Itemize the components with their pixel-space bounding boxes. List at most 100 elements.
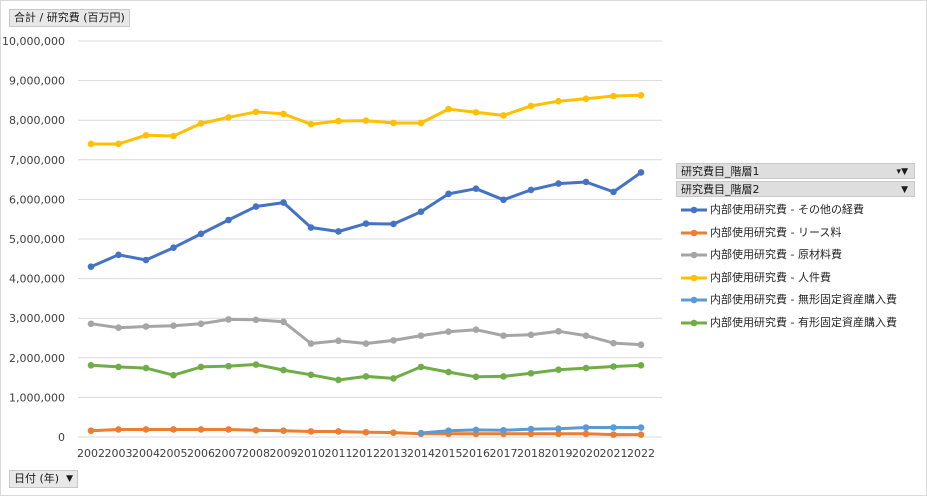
data-point[interactable] — [362, 117, 370, 124]
data-point[interactable] — [280, 110, 287, 118]
data-point[interactable] — [555, 327, 562, 335]
data-point[interactable] — [472, 185, 480, 193]
data-point[interactable] — [610, 363, 617, 370]
data-point[interactable] — [390, 429, 397, 436]
data-point[interactable] — [362, 220, 370, 227]
data-point[interactable] — [555, 425, 562, 432]
data-point[interactable] — [527, 102, 535, 110]
data-point[interactable] — [610, 92, 617, 100]
data-point[interactable] — [197, 363, 205, 371]
dropdown-arrow-icon[interactable]: ▼ — [901, 185, 908, 195]
data-point[interactable] — [390, 337, 397, 344]
data-point[interactable] — [445, 105, 452, 113]
axis-field-button[interactable]: 日付 (年) ▼ — [9, 470, 79, 488]
data-point[interactable] — [280, 366, 287, 374]
data-point[interactable] — [307, 371, 315, 379]
data-point[interactable] — [307, 428, 315, 435]
data-point[interactable] — [170, 322, 177, 330]
data-point[interactable] — [197, 426, 205, 433]
data-point[interactable] — [142, 364, 150, 372]
data-point[interactable] — [170, 244, 177, 252]
data-point[interactable] — [307, 120, 315, 128]
data-point[interactable] — [87, 140, 95, 148]
data-point[interactable] — [500, 196, 507, 204]
data-point[interactable] — [280, 427, 287, 434]
data-point[interactable] — [87, 263, 95, 271]
data-point[interactable] — [170, 426, 177, 433]
data-point[interactable] — [472, 426, 480, 434]
data-point[interactable] — [225, 216, 232, 224]
data-point[interactable] — [115, 324, 122, 332]
data-point[interactable] — [87, 362, 95, 369]
data-point[interactable] — [252, 426, 260, 434]
data-point[interactable] — [335, 228, 342, 235]
data-point[interactable] — [527, 425, 535, 433]
data-point[interactable] — [252, 108, 260, 116]
data-point[interactable] — [582, 178, 590, 186]
data-point[interactable] — [252, 203, 260, 210]
data-point[interactable] — [115, 363, 122, 371]
data-point[interactable] — [335, 117, 342, 125]
data-point[interactable] — [582, 95, 590, 103]
data-point[interactable] — [252, 361, 260, 368]
data-point[interactable] — [637, 341, 645, 349]
data-point[interactable] — [307, 340, 315, 347]
data-point[interactable] — [197, 120, 205, 127]
dropdown-arrow-icon[interactable]: ▼ — [66, 474, 74, 484]
data-point[interactable] — [307, 224, 315, 231]
data-point[interactable] — [555, 97, 562, 105]
data-point[interactable] — [472, 373, 480, 381]
data-point[interactable] — [417, 363, 425, 371]
data-point[interactable] — [362, 373, 370, 380]
data-point[interactable] — [335, 337, 342, 345]
data-point[interactable] — [445, 368, 452, 376]
data-point[interactable] — [115, 251, 122, 259]
data-point[interactable] — [335, 376, 342, 384]
data-point[interactable] — [417, 429, 425, 437]
data-point[interactable] — [142, 323, 150, 330]
data-point[interactable] — [582, 424, 590, 431]
legend-field-1-button[interactable]: 研究費目_階層1 ▾▼ — [676, 163, 915, 179]
data-point[interactable] — [252, 316, 260, 324]
data-point[interactable] — [225, 114, 232, 121]
data-point[interactable] — [445, 190, 452, 198]
data-point[interactable] — [142, 131, 150, 139]
data-point[interactable] — [417, 208, 425, 215]
data-point[interactable] — [225, 362, 232, 370]
data-point[interactable] — [390, 220, 397, 228]
data-point[interactable] — [170, 132, 177, 140]
data-point[interactable] — [637, 431, 645, 438]
data-point[interactable] — [582, 364, 590, 372]
data-point[interactable] — [637, 362, 645, 369]
data-point[interactable] — [362, 340, 370, 347]
legend-field-2-button[interactable]: 研究費目_階層2 ▼ — [676, 181, 915, 197]
data-point[interactable] — [390, 119, 397, 127]
data-point[interactable] — [472, 108, 480, 116]
data-point[interactable] — [500, 332, 507, 339]
data-point[interactable] — [610, 339, 617, 347]
data-point[interactable] — [280, 199, 287, 206]
data-point[interactable] — [500, 373, 507, 380]
data-point[interactable] — [142, 256, 150, 264]
data-point[interactable] — [445, 427, 452, 434]
data-point[interactable] — [555, 180, 562, 187]
data-point[interactable] — [527, 331, 535, 339]
data-point[interactable] — [115, 140, 122, 148]
data-point[interactable] — [555, 366, 562, 373]
data-point[interactable] — [610, 188, 617, 196]
data-point[interactable] — [637, 91, 645, 99]
filter-icon[interactable]: ▾▼ — [896, 167, 908, 177]
data-point[interactable] — [527, 430, 535, 438]
data-point[interactable] — [197, 230, 205, 238]
data-point[interactable] — [115, 426, 122, 433]
value-field-button[interactable]: 合計 / 研究費 (百万円) — [9, 9, 130, 27]
data-point[interactable] — [445, 328, 452, 335]
data-point[interactable] — [417, 119, 425, 127]
data-point[interactable] — [610, 431, 617, 438]
data-point[interactable] — [335, 428, 342, 435]
data-point[interactable] — [142, 426, 150, 433]
data-point[interactable] — [87, 427, 95, 434]
data-point[interactable] — [362, 428, 370, 436]
data-point[interactable] — [417, 332, 425, 339]
data-point[interactable] — [637, 424, 645, 431]
